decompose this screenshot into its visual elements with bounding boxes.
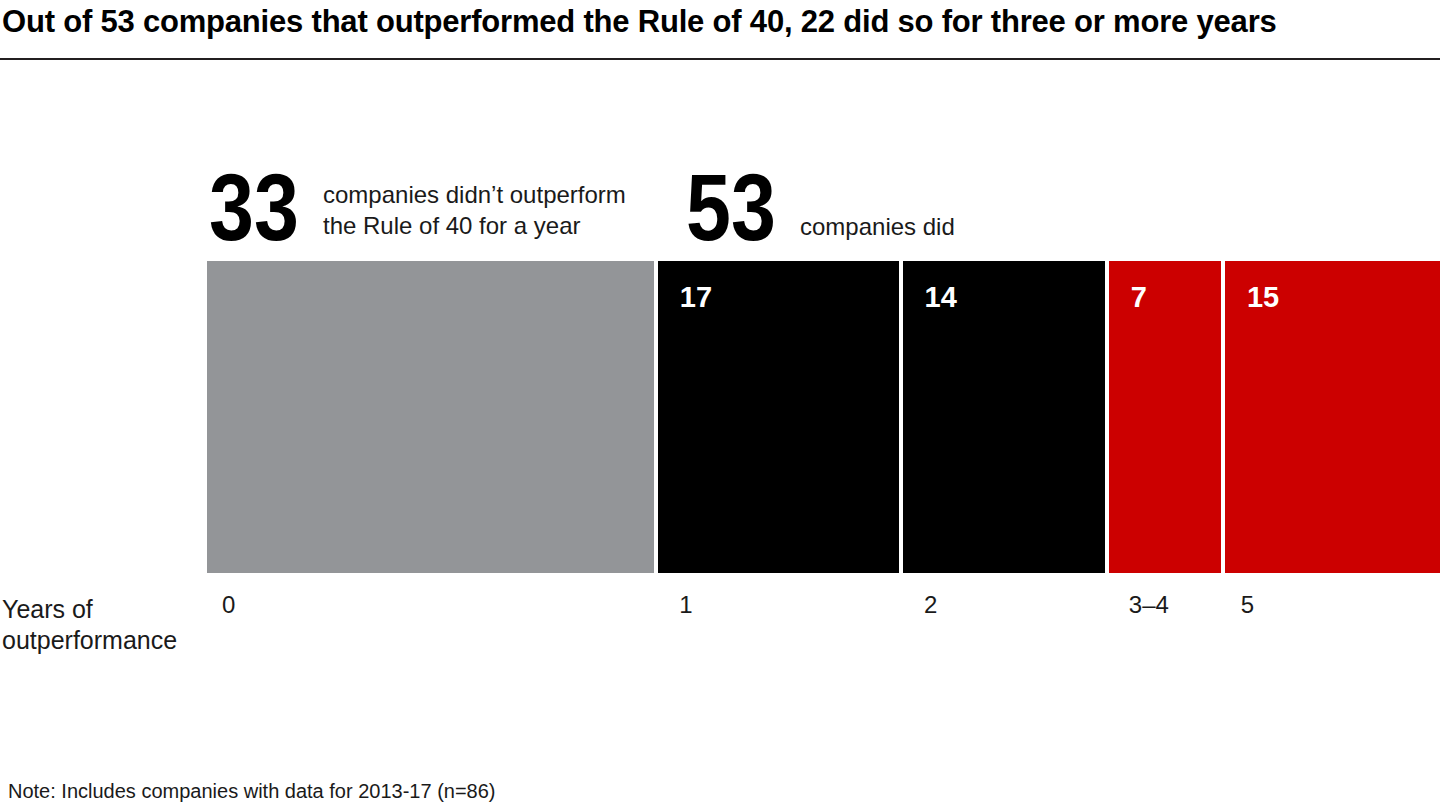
axis-tick-label-1: 1 [664, 591, 905, 623]
axis-tick-label-5: 5 [1226, 591, 1440, 623]
bar-value-label: 15 [1247, 281, 1279, 313]
title-divider [0, 58, 1440, 60]
bar-value-label: 17 [680, 281, 712, 313]
axis-title: Years of outperformance [2, 594, 177, 656]
stat-value-33: 33 [209, 160, 299, 255]
stat-value-53: 53 [686, 160, 776, 255]
bar-segment-0 [207, 261, 654, 573]
stat-desc-33: companies didn’t outperform the Rule of … [323, 179, 626, 241]
bar-value-label: 7 [1131, 281, 1147, 313]
bar-row: 17 14 7 15 [207, 261, 1440, 573]
axis-title-line2: outperformance [2, 625, 177, 656]
axis-row: 0123–45 [207, 591, 1440, 623]
axis-tick-label-3–4: 3–4 [1114, 591, 1222, 623]
stat-desc-33-line2: the Rule of 40 for a year [323, 210, 626, 241]
page-note: Note: Includes companies with data for 2… [8, 779, 496, 803]
page-title: Out of 53 companies that outperformed th… [2, 3, 1277, 41]
bar-segment-1: 17 [658, 261, 899, 573]
axis-tick-label-2: 2 [909, 591, 1110, 623]
axis-title-line1: Years of [2, 594, 177, 625]
bar-segment-2: 14 [903, 261, 1105, 573]
bar-segment-5: 15 [1225, 261, 1440, 573]
bar-segment-3–4: 7 [1109, 261, 1221, 573]
axis-tick-label-0: 0 [207, 591, 660, 623]
stat-desc-53: companies did [800, 211, 955, 242]
stat-desc-33-line1: companies didn’t outperform [323, 179, 626, 210]
bar-value-label: 14 [925, 281, 957, 313]
